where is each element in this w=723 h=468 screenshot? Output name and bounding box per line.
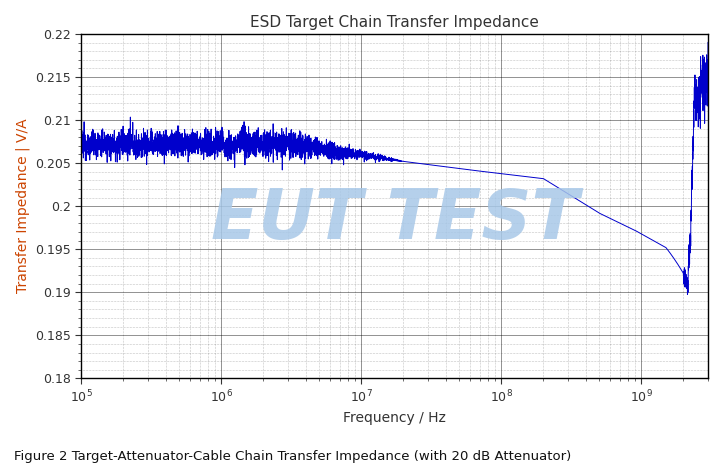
X-axis label: Frequency / Hz: Frequency / Hz	[343, 411, 446, 425]
Y-axis label: Transfer Impedance | V/A: Transfer Impedance | V/A	[15, 119, 30, 293]
Text: Figure 2 Target-Attenuator-Cable Chain Transfer Impedance (with 20 dB Attenuator: Figure 2 Target-Attenuator-Cable Chain T…	[14, 450, 572, 463]
Title: ESD Target Chain Transfer Impedance: ESD Target Chain Transfer Impedance	[250, 15, 539, 30]
Text: EUT TEST: EUT TEST	[211, 186, 578, 254]
